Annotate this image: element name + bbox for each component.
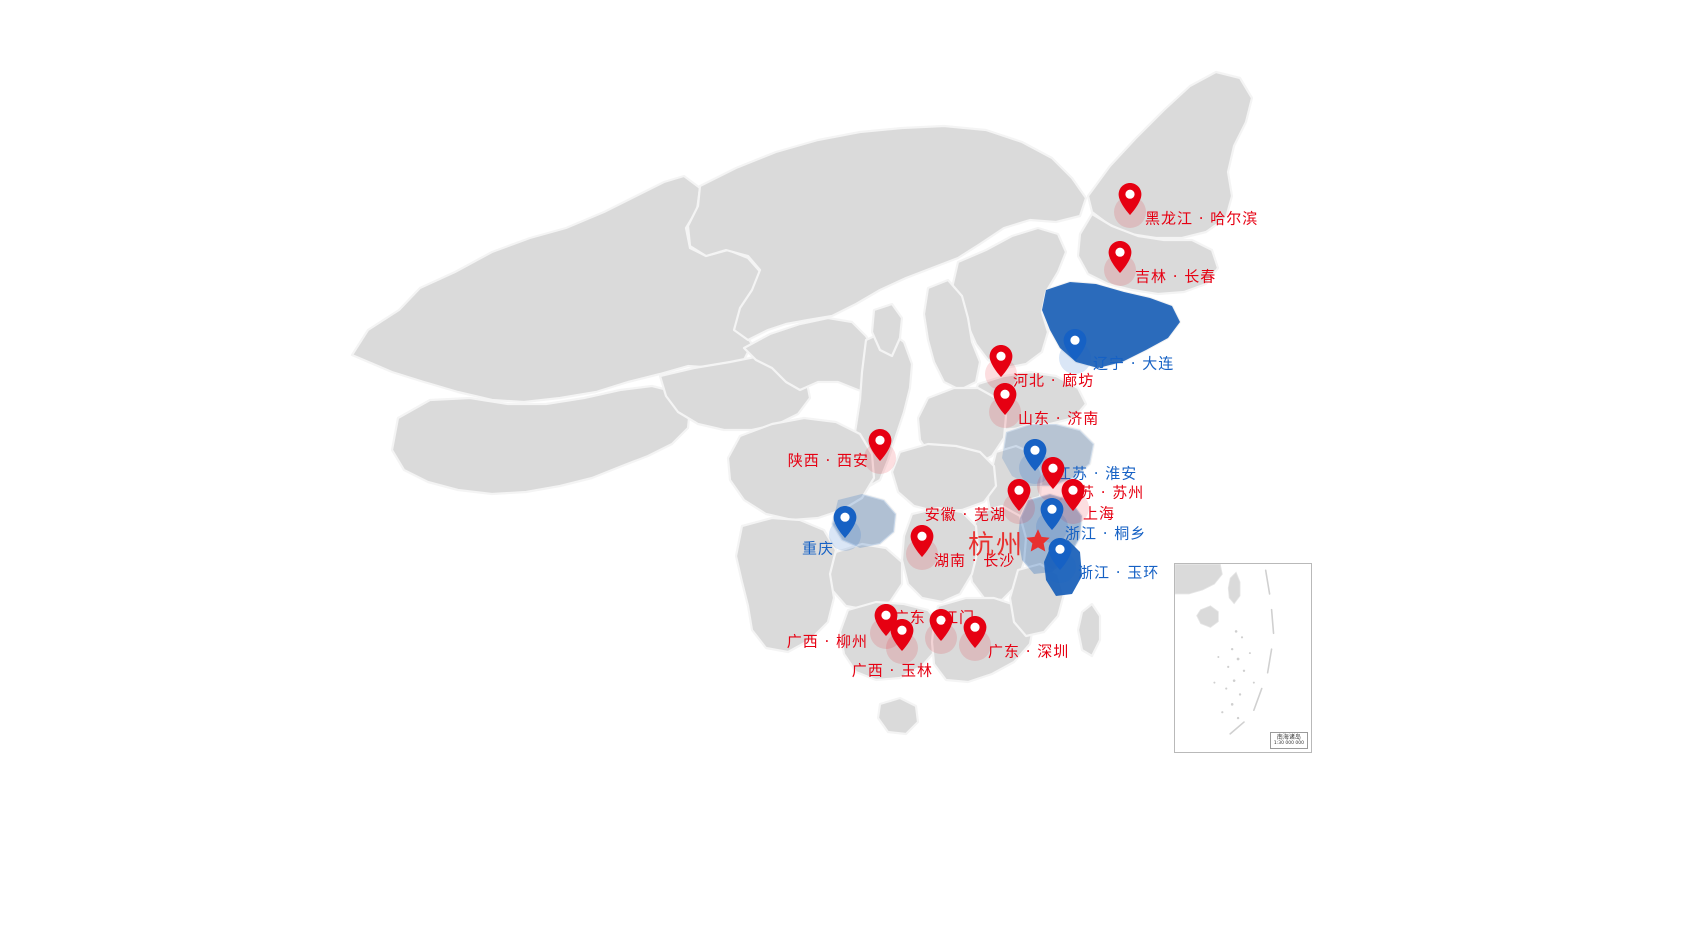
map-pin-icon[interactable] bbox=[1118, 183, 1142, 220]
marker-label-shanghai: 上海 bbox=[1083, 504, 1116, 523]
province-taiwan bbox=[1076, 602, 1102, 658]
marker-label-langfang: 河北 · 廊坊 bbox=[1013, 371, 1095, 390]
marker-label-liuzhou: 广西 · 柳州 bbox=[786, 632, 868, 651]
province-hainan bbox=[876, 696, 920, 736]
inset-islands bbox=[1213, 630, 1255, 720]
marker-label-dalian: 辽宁 · 大连 bbox=[1093, 354, 1175, 373]
map-pin-icon[interactable] bbox=[929, 609, 953, 646]
map-pin-icon[interactable] bbox=[1023, 439, 1047, 476]
inset-hainan bbox=[1196, 605, 1219, 628]
province-guangxi bbox=[838, 600, 944, 682]
map-pin-icon[interactable] bbox=[1007, 479, 1031, 516]
marker-label-harbin: 黑龙江 · 哈尔滨 bbox=[1145, 209, 1259, 228]
province-qinghai bbox=[658, 354, 812, 432]
province-guangdong bbox=[930, 596, 1036, 684]
inset-mainland bbox=[1175, 564, 1223, 595]
map-pin-icon[interactable] bbox=[1041, 457, 1065, 494]
map-pin-icon[interactable] bbox=[1040, 498, 1064, 535]
marker-label-wuhu: 安徽 · 芜湖 bbox=[924, 505, 1006, 524]
highlight-jiangsu bbox=[1002, 424, 1094, 486]
inset-title: 南海诸岛 bbox=[1276, 734, 1301, 741]
star-icon bbox=[1025, 528, 1051, 559]
province-xinjiang bbox=[350, 174, 766, 404]
marker-label-chongqing: 重庆 bbox=[801, 539, 834, 558]
map-pin-icon[interactable] bbox=[989, 345, 1013, 382]
province-hubei bbox=[890, 442, 998, 514]
province-guizhou bbox=[826, 542, 904, 612]
province-ningxia bbox=[870, 302, 904, 358]
marker-label-yulin: 广西 · 玉林 bbox=[851, 661, 933, 680]
inset-taiwan bbox=[1227, 571, 1241, 605]
marker-label-huaian: 江苏 · 淮安 bbox=[1056, 464, 1138, 483]
inset-scale-box: 南海诸岛 1:30 000 000 bbox=[1269, 732, 1308, 749]
province-yunnan bbox=[734, 516, 838, 654]
map-pin-icon[interactable] bbox=[963, 616, 987, 653]
map-pin-icon[interactable] bbox=[1048, 538, 1072, 575]
province-sichuan bbox=[726, 416, 876, 522]
map-pin-icon[interactable] bbox=[910, 525, 934, 562]
marker-label-tongxiang: 浙江 · 桐乡 bbox=[1065, 524, 1147, 543]
marker-label-yuhuan: 浙江 · 玉环 bbox=[1078, 563, 1160, 582]
marker-label-jiangmen: 广东 · 江门 bbox=[893, 608, 975, 627]
marker-label-changchun: 吉林 · 长春 bbox=[1135, 267, 1217, 286]
map-pin-icon[interactable] bbox=[833, 506, 857, 543]
inset-boundary-dashes bbox=[1229, 569, 1275, 735]
map-pin-icon[interactable] bbox=[1061, 479, 1085, 516]
south-china-sea-inset: 南海诸岛 1:30 000 000 bbox=[1174, 563, 1312, 753]
map-pin-icon[interactable] bbox=[1063, 329, 1087, 366]
province-tibet bbox=[390, 384, 692, 496]
map-pin-icon[interactable] bbox=[868, 429, 892, 466]
province-shanxi bbox=[922, 278, 982, 392]
marker-label-jinan: 山东 · 济南 bbox=[1018, 409, 1100, 428]
map-pin-icon[interactable] bbox=[1108, 241, 1132, 278]
map-pin-icon[interactable] bbox=[890, 619, 914, 656]
map-pin-icon[interactable] bbox=[993, 383, 1017, 420]
inset-scale-text: 1:30 000 000 bbox=[1273, 741, 1304, 746]
province-jilin bbox=[1076, 212, 1220, 296]
marker-label-xian: 陕西 · 西安 bbox=[787, 451, 869, 470]
marker-label-shenzhen: 广东 · 深圳 bbox=[988, 642, 1070, 661]
inset-map-svg bbox=[1175, 564, 1275, 735]
home-city-label: 杭州 bbox=[967, 530, 1024, 561]
province-inner-mongolia bbox=[686, 124, 1088, 342]
marker-label-changsha: 湖南 · 长沙 bbox=[934, 551, 1016, 570]
